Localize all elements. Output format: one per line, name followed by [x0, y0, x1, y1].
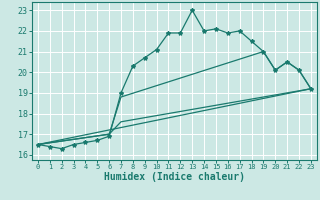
X-axis label: Humidex (Indice chaleur): Humidex (Indice chaleur) — [104, 172, 245, 182]
